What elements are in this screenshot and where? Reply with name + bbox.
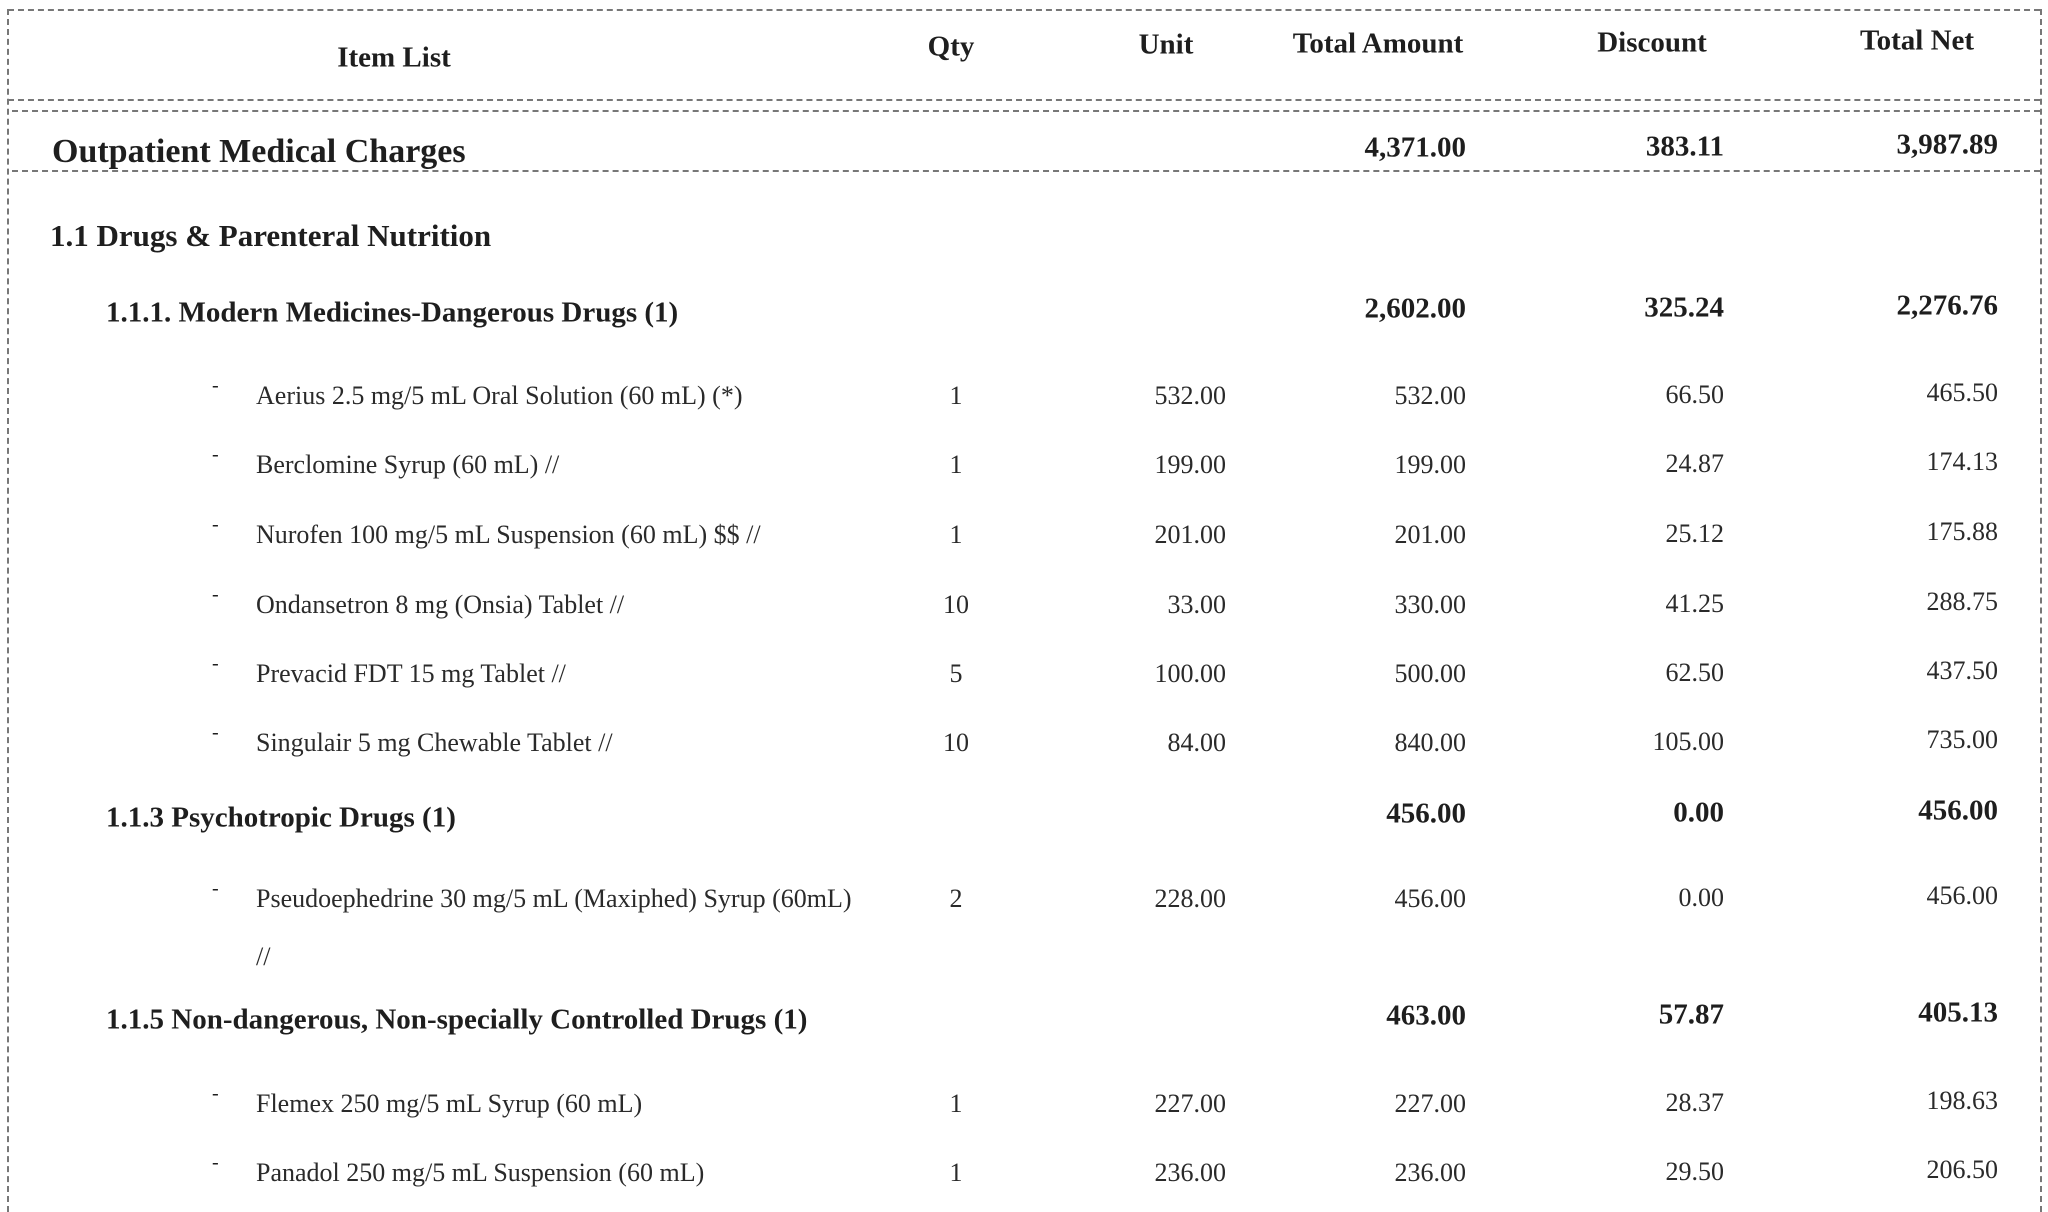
right-border	[2040, 9, 2042, 1212]
item-name: Ondansetron 8 mg (Onsia) Tablet //	[256, 590, 625, 619]
total-net-cell: 174.13	[1926, 447, 1999, 476]
bullet-mark: -	[212, 1151, 219, 1174]
item-name: Outpatient Medical Charges	[52, 133, 466, 170]
unit-cell: 532.00	[1154, 381, 1227, 410]
total-amount-cell: 456.00	[1386, 797, 1466, 830]
bullet-mark: -	[212, 721, 219, 744]
item-name: 1.1.3 Psychotropic Drugs (1)	[106, 801, 456, 834]
bullet-mark: -	[212, 443, 219, 466]
item-name: Nurofen 100 mg/5 mL Suspension (60 mL) $…	[256, 520, 761, 549]
total-amount-cell: 199.00	[1394, 450, 1467, 479]
total-amount-cell: 456.00	[1394, 884, 1467, 913]
header-divider-2	[12, 110, 2040, 112]
unit-cell: 100.00	[1154, 659, 1227, 688]
header-discount: Discount	[1597, 26, 1707, 59]
total-amount-cell: 236.00	[1394, 1158, 1467, 1187]
total-net-cell: 288.75	[1926, 587, 1999, 616]
qty-cell: 1	[949, 1158, 963, 1187]
item-name: Singulair 5 mg Chewable Tablet //	[256, 728, 613, 757]
discount-cell: 25.12	[1665, 519, 1725, 548]
total-amount-cell: 840.00	[1394, 728, 1467, 757]
left-border	[7, 9, 9, 1212]
total-net-cell: 735.00	[1926, 725, 1999, 754]
total-net-cell: 456.00	[1918, 794, 1998, 827]
bullet-mark: -	[212, 1082, 219, 1105]
item-name: Aerius 2.5 mg/5 mL Oral Solution (60 mL)…	[256, 381, 743, 410]
total-amount-cell: 463.00	[1386, 999, 1466, 1032]
bullet-mark: -	[212, 374, 219, 397]
unit-cell: 33.00	[1167, 590, 1227, 619]
qty-cell: 2	[949, 884, 963, 913]
discount-cell: 24.87	[1665, 449, 1725, 478]
qty-cell: 1	[949, 381, 963, 410]
item-name: 1.1 Drugs & Parenteral Nutrition	[50, 218, 492, 253]
bullet-mark: -	[212, 652, 219, 675]
item-name: 1.1.1. Modern Medicines-Dangerous Drugs …	[106, 296, 679, 329]
header-unit: Unit	[1138, 28, 1194, 61]
unit-cell: 236.00	[1154, 1158, 1227, 1187]
qty-cell: 10	[943, 728, 969, 757]
item-name: Flemex 250 mg/5 mL Syrup (60 mL)	[256, 1089, 643, 1118]
total-net-cell: 3,987.89	[1896, 128, 1999, 161]
unit-cell: 228.00	[1154, 884, 1227, 913]
top-border	[8, 9, 2040, 11]
discount-cell: 0.00	[1678, 883, 1725, 912]
total-net-cell: 2,276.76	[1896, 289, 1999, 322]
total-net-cell: 175.88	[1926, 517, 1999, 546]
total-amount-cell: 4,371.00	[1364, 131, 1467, 164]
total-amount-cell: 201.00	[1394, 520, 1467, 549]
discount-cell: 66.50	[1665, 380, 1725, 409]
discount-cell: 325.24	[1644, 291, 1724, 324]
qty-cell: 1	[949, 520, 963, 549]
header-total-net: Total Net	[1859, 24, 1975, 57]
discount-cell: 0.00	[1673, 796, 1724, 829]
total-net-cell: 405.13	[1918, 996, 1998, 1029]
bullet-mark: -	[212, 877, 219, 900]
discount-cell: 383.11	[1645, 130, 1724, 163]
qty-cell: 10	[943, 590, 969, 619]
total-net-cell: 198.63	[1926, 1086, 1999, 1115]
discount-cell: 29.50	[1665, 1157, 1725, 1186]
item-name: Pseudoephedrine 30 mg/5 mL (Maxiphed) Sy…	[256, 884, 852, 913]
total-net-cell: 437.50	[1926, 656, 1999, 685]
qty-cell: 5	[949, 659, 963, 688]
total-net-cell: 206.50	[1926, 1155, 1999, 1184]
unit-cell: 199.00	[1154, 450, 1227, 479]
total-net-cell: 456.00	[1926, 881, 1999, 910]
discount-cell: 57.87	[1658, 998, 1724, 1031]
total-amount-cell: 330.00	[1394, 590, 1467, 619]
item-name: Panadol 250 mg/5 mL Suspension (60 mL)	[256, 1158, 705, 1187]
item-name-continued: //	[256, 942, 271, 971]
qty-cell: 1	[949, 450, 963, 479]
header-item-list: Item List	[337, 41, 451, 74]
header-total-amount: Total Amount	[1292, 27, 1464, 60]
qty-cell: 1	[949, 1089, 963, 1118]
bullet-mark: -	[212, 583, 219, 606]
header-divider	[8, 99, 2040, 101]
item-name: Prevacid FDT 15 mg Tablet //	[256, 659, 566, 688]
unit-cell: 227.00	[1154, 1089, 1227, 1118]
summary-divider	[12, 170, 2040, 172]
header-qty: Qty	[927, 30, 975, 63]
unit-cell: 84.00	[1167, 728, 1227, 757]
discount-cell: 62.50	[1665, 658, 1725, 687]
item-name: Berclomine Syrup (60 mL) //	[256, 450, 560, 479]
item-name: 1.1.5 Non-dangerous, Non-specially Contr…	[106, 1003, 808, 1036]
discount-cell: 41.25	[1665, 589, 1725, 618]
discount-cell: 105.00	[1652, 727, 1725, 756]
total-net-cell: 465.50	[1926, 378, 1999, 407]
total-amount-cell: 500.00	[1394, 659, 1467, 688]
total-amount-cell: 532.00	[1394, 381, 1467, 410]
total-amount-cell: 2,602.00	[1364, 292, 1467, 325]
unit-cell: 201.00	[1154, 520, 1227, 549]
bullet-mark: -	[212, 513, 219, 536]
total-amount-cell: 227.00	[1394, 1089, 1467, 1118]
discount-cell: 28.37	[1665, 1088, 1725, 1117]
